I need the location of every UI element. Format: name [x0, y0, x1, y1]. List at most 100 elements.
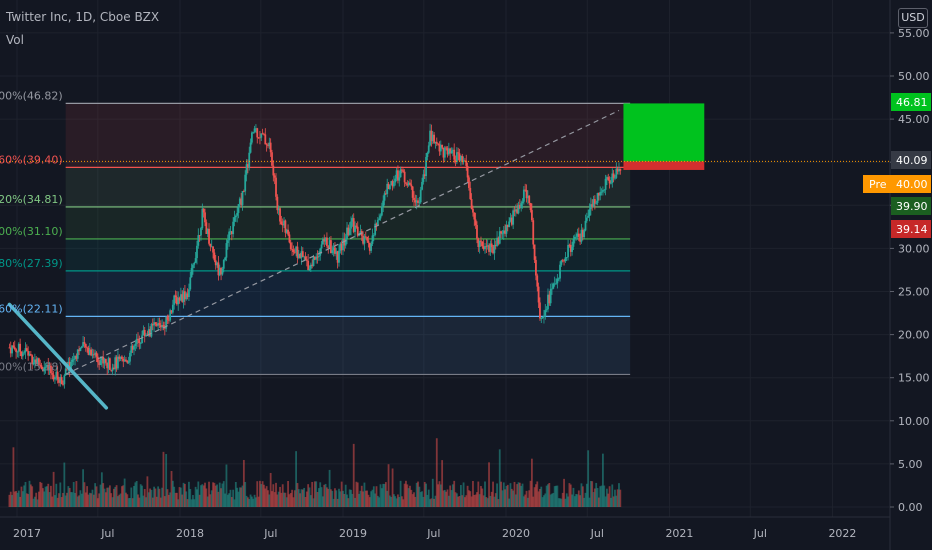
volume-bar	[72, 482, 75, 507]
candle-body	[363, 236, 366, 244]
candle-body	[80, 346, 83, 348]
candle-body	[356, 226, 359, 236]
volume-bar	[76, 496, 79, 507]
candle-body	[401, 169, 403, 171]
volume-bar	[604, 496, 607, 507]
candle-body	[54, 377, 56, 380]
volume-bar	[509, 483, 512, 507]
candle-body	[200, 228, 202, 236]
candle-body	[465, 160, 468, 166]
volume-bar	[79, 490, 82, 507]
candle-body	[47, 364, 50, 371]
volume-bar	[531, 458, 533, 507]
candle-body	[338, 250, 340, 263]
candle-body	[535, 259, 537, 276]
candle-body	[68, 361, 71, 371]
candle-body	[311, 264, 314, 266]
candle-body	[130, 345, 133, 353]
volume-bar	[285, 497, 288, 507]
candle-body	[118, 356, 121, 359]
volume-bar	[190, 499, 193, 507]
volume-bar	[55, 483, 58, 507]
candle-body	[576, 233, 579, 237]
candle-body	[277, 208, 280, 211]
trend-line	[7, 302, 109, 410]
volume-bar	[9, 491, 12, 507]
candle-body	[387, 183, 390, 190]
candle-body	[409, 182, 411, 185]
volume-bar	[402, 499, 405, 507]
volume-bar	[340, 481, 343, 507]
volume-bar	[575, 494, 578, 507]
volume-bar	[181, 494, 184, 507]
candle-body	[288, 234, 291, 243]
fib-level-label: 0.00%(46.82)	[0, 89, 63, 102]
volume-bar	[145, 497, 147, 507]
time-axis[interactable]: 2017 Jul 2018 Jul 2019 Jul 2020 Jul 2021 Jul 2022	[0, 516, 890, 540]
candle-body	[233, 217, 236, 222]
currency-button[interactable]: USD	[898, 8, 928, 28]
candle-body	[119, 356, 122, 359]
candle-body	[117, 356, 119, 369]
candle-body	[12, 345, 15, 348]
volume-bar	[273, 492, 276, 507]
volume-bar	[277, 491, 280, 507]
volume-bar	[153, 486, 155, 507]
stop-box	[623, 161, 705, 170]
candle-body	[549, 288, 552, 304]
volume-bar	[32, 498, 35, 507]
candle-body	[472, 208, 474, 213]
candle-body	[393, 182, 395, 187]
volume-bar	[449, 485, 452, 507]
volume-bar	[268, 494, 271, 507]
volume-bar	[240, 487, 243, 507]
volume-bar	[405, 480, 407, 507]
volume-bar	[130, 487, 133, 507]
volume-bar	[265, 486, 268, 507]
candle-body	[362, 235, 364, 244]
candle-body	[192, 264, 194, 269]
volume-bar	[64, 495, 67, 507]
volume-bar	[378, 497, 381, 507]
volume-bar	[521, 483, 524, 507]
volume-bar	[8, 494, 11, 507]
volume-bar	[66, 492, 68, 507]
volume-bar	[359, 490, 362, 507]
volume-bar	[611, 484, 614, 507]
candle-body	[327, 245, 330, 249]
candle-body	[560, 260, 563, 265]
candle-body	[370, 243, 373, 251]
volume-bar	[536, 481, 539, 507]
price-tick-label: 0.00	[898, 501, 923, 514]
volume-bar	[331, 490, 334, 507]
drawings[interactable]	[0, 103, 890, 410]
volume-bar	[567, 496, 569, 507]
volume-bar	[222, 481, 225, 507]
volume-bar	[393, 494, 395, 507]
candle-body	[296, 246, 299, 258]
volume-bar	[236, 487, 239, 507]
volume-bar	[555, 485, 557, 507]
candle-body	[335, 251, 338, 254]
volume-bar	[213, 482, 216, 507]
volume-bar	[39, 481, 42, 507]
volume-bar	[200, 485, 202, 507]
volume-bar	[157, 486, 160, 507]
candle-body	[210, 246, 213, 248]
candle-body	[332, 247, 335, 251]
candle-body	[32, 362, 35, 365]
volume-bar	[261, 481, 264, 507]
volume-bar	[253, 494, 256, 507]
chart-title: Twitter Inc, 1D, Cboe BZX	[6, 10, 160, 24]
volume-bar	[35, 492, 38, 507]
candle-body	[206, 228, 209, 234]
candle-body	[299, 254, 302, 258]
candle-body	[259, 137, 261, 139]
volume-bar	[338, 488, 340, 507]
candle-body	[572, 238, 575, 247]
candle-body	[177, 297, 180, 305]
candle-body	[505, 224, 508, 234]
volume-bar	[279, 486, 281, 507]
candle-body	[293, 252, 296, 253]
